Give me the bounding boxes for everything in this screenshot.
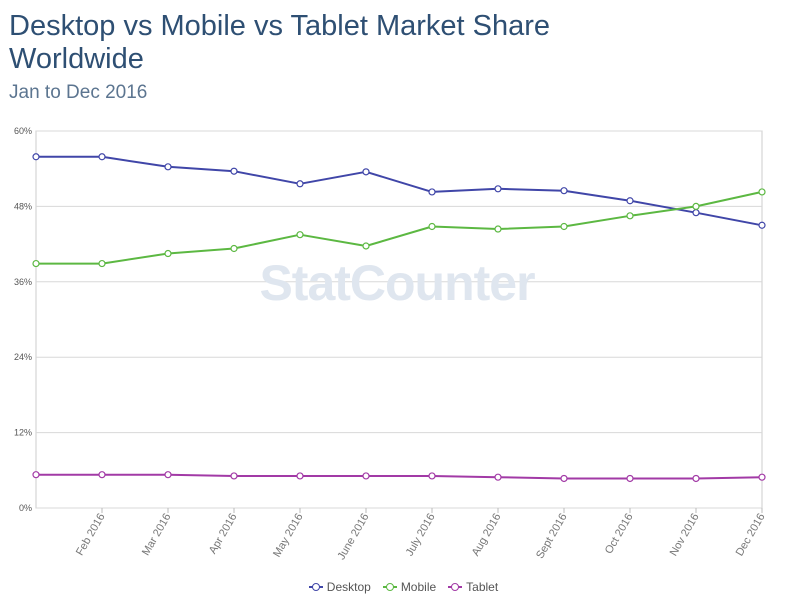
axes: 0% 12% 24% 36% 48% 60% Feb 2016 Mar 2016 Apr 201… — [14, 126, 768, 562]
tablet-point[interactable] — [428, 472, 436, 480]
chart-title: Desktop vs Mobile vs Tablet Market Share… — [9, 10, 551, 75]
tablet-point[interactable] — [692, 474, 700, 483]
tablet-point[interactable] — [626, 474, 634, 483]
x-tick-label: Feb 2016 — [74, 512, 108, 558]
legend-item-desktop[interactable]: Desktop — [308, 580, 371, 594]
legend-marker-icon — [382, 582, 397, 592]
desktop-point[interactable] — [362, 168, 370, 176]
legend: Desktop Mobile Tablet — [0, 580, 807, 595]
tablet-point[interactable] — [758, 473, 766, 481]
tablet-point[interactable] — [32, 471, 40, 479]
mobile-line — [36, 190, 763, 265]
x-tick-label: June 2016 — [336, 512, 372, 563]
mobile-point[interactable] — [626, 212, 634, 220]
x-tick-label: Sept 2016 — [534, 512, 569, 561]
desktop-point[interactable] — [164, 163, 172, 171]
mobile-point[interactable] — [494, 225, 502, 233]
desktop-point[interactable] — [560, 187, 568, 195]
mobile-point[interactable] — [164, 249, 172, 258]
desktop-point[interactable] — [626, 197, 634, 205]
mobile-point[interactable] — [362, 242, 370, 250]
series — [32, 153, 766, 483]
tablet-line — [36, 473, 763, 480]
legend-marker-icon — [448, 582, 463, 592]
chart-subtitle: Jan to Dec 2016 — [9, 82, 148, 103]
mobile-point[interactable] — [230, 244, 238, 253]
x-tick-label: Nov 2016 — [668, 512, 702, 559]
statcounter-watermark: StatCounter — [259, 255, 535, 311]
gridlines — [35, 130, 763, 509]
mobile-point[interactable] — [758, 188, 766, 196]
line-chart: StatCounter 0% 12% 24% 36% 48% 60% Feb 2016 Mar… — [14, 126, 768, 562]
x-tick-label: July 2016 — [404, 512, 438, 559]
y-tick-label: 60% — [14, 126, 32, 136]
mobile-point[interactable] — [98, 259, 106, 268]
desktop-point[interactable] — [98, 153, 106, 161]
tablet-point[interactable] — [494, 473, 502, 481]
tablet-point[interactable] — [98, 471, 106, 479]
tablet-point[interactable] — [296, 472, 304, 480]
desktop-point[interactable] — [758, 221, 766, 229]
x-tick-label: Dec 2016 — [734, 512, 768, 559]
desktop-point[interactable] — [428, 188, 436, 196]
legend-item-tablet[interactable]: Tablet — [448, 580, 498, 594]
desktop-line — [36, 155, 763, 227]
plot-area — [35, 130, 763, 509]
mobile-point[interactable] — [692, 202, 700, 210]
y-tick-label: 0% — [19, 503, 32, 513]
y-tick-label: 12% — [14, 428, 32, 438]
desktop-point[interactable] — [230, 167, 238, 175]
mobile-point[interactable] — [32, 259, 40, 268]
tablet-point[interactable] — [362, 472, 370, 480]
legend-item-mobile[interactable]: Mobile — [382, 580, 437, 594]
legend-marker-icon — [308, 582, 323, 592]
x-tick-label: Aug 2016 — [470, 512, 504, 559]
x-tick-label: May 2016 — [271, 512, 306, 560]
y-tick-label: 48% — [14, 201, 32, 211]
mobile-point[interactable] — [296, 231, 304, 239]
y-tick-label: 36% — [14, 277, 32, 287]
tablet-point[interactable] — [164, 471, 172, 479]
x-tick-label: Apr 2016 — [207, 512, 240, 557]
desktop-point[interactable] — [296, 180, 304, 188]
legend-label: Desktop — [326, 580, 371, 594]
x-tick-label: Mar 2016 — [140, 512, 174, 558]
desktop-point[interactable] — [494, 185, 502, 193]
tablet-point[interactable] — [230, 472, 238, 480]
desktop-point[interactable] — [32, 153, 40, 161]
desktop-point[interactable] — [692, 209, 700, 217]
legend-label: Mobile — [400, 580, 437, 594]
mobile-point[interactable] — [560, 222, 568, 231]
legend-label: Tablet — [466, 580, 499, 594]
mobile-point[interactable] — [428, 222, 436, 231]
tablet-point[interactable] — [560, 474, 568, 483]
x-tick-label: Oct 2016 — [603, 512, 636, 557]
y-tick-label: 24% — [14, 352, 32, 362]
